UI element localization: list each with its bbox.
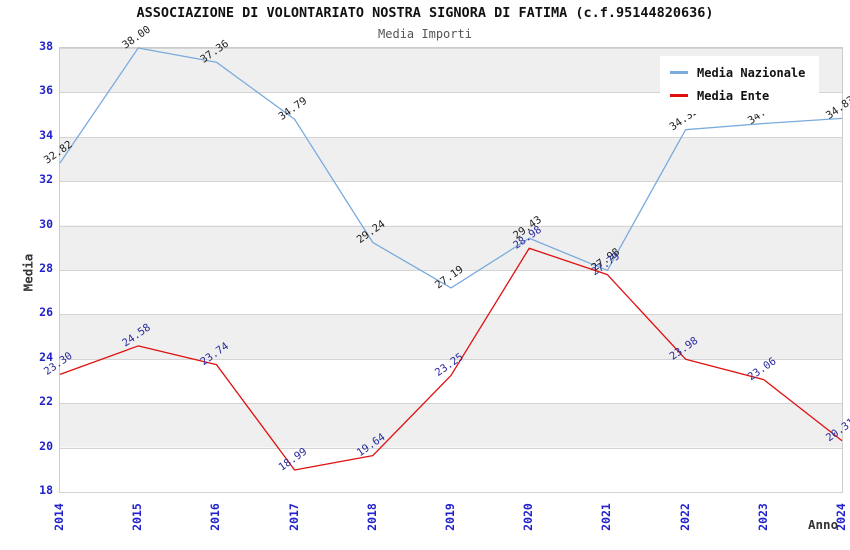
chart-subtitle: Media Importi [378, 27, 472, 41]
series-line-media-ente [59, 247, 843, 471]
data-label-media-ente: 18.99 [276, 446, 309, 474]
x-tick-label: 2016 [208, 503, 223, 531]
x-tick-label: 2015 [130, 503, 145, 531]
y-tick-label: 24 [39, 349, 53, 364]
y-tick-label: 26 [39, 305, 53, 320]
y-tick-label: 30 [39, 216, 53, 231]
legend-item-media-nazionale: Media Nazionale [670, 61, 805, 84]
chart-title: ASSOCIAZIONE DI VOLONTARIATO NOSTRA SIGN… [136, 5, 714, 21]
x-tick-label: 2021 [599, 503, 614, 531]
data-label-media-ente: 23.25 [433, 351, 466, 379]
data-label-media-nazionale: 34.83 [824, 94, 850, 122]
y-tick-label: 36 [39, 83, 53, 98]
x-tick-label: 2023 [755, 503, 770, 531]
y-tick-label: 18 [39, 483, 53, 497]
y-tick-label: 34 [39, 127, 53, 142]
data-label-media-ente: 24.58 [120, 321, 153, 349]
x-axis-title: Anno [808, 517, 839, 532]
media-nazionale-line-swatch-icon [670, 71, 688, 74]
y-tick-label: 20 [39, 438, 53, 453]
series-line-media-nazionale [59, 47, 843, 289]
plot-canvas: 32.8238.0037.3634.7929.2427.1929.4327.98… [42, 24, 850, 493]
y-tick-label: 38 [39, 39, 53, 53]
data-label-media-nazionale: 32.82 [42, 139, 75, 167]
legend-item-media-ente: Media Ente [670, 84, 805, 107]
x-tick-label: 2014 [52, 503, 66, 531]
x-tick-label: 2022 [677, 503, 692, 531]
legend-label-media-ente: Media Ente [697, 88, 770, 103]
plot-area: 32.82 38.00 37.36 34.79 29.24 27.19 29.43 27.98… [42, 24, 850, 493]
x-tick-label: 2018 [364, 503, 379, 531]
y-tick-label: 22 [39, 394, 53, 409]
legend: Media Nazionale Media Ente [660, 56, 820, 114]
x-tick-label: 2017 [286, 503, 301, 531]
media-ente-line-swatch-icon [670, 94, 688, 97]
data-label-media-ente: 23.98 [667, 335, 700, 363]
x-tick-label: 2019 [443, 503, 457, 531]
y-tick-label: 28 [39, 261, 53, 275]
legend-label-media-nazionale: Media Nazionale [697, 65, 806, 80]
x-tick-label: 2020 [521, 503, 536, 531]
y-tick-label: 32 [39, 172, 53, 187]
